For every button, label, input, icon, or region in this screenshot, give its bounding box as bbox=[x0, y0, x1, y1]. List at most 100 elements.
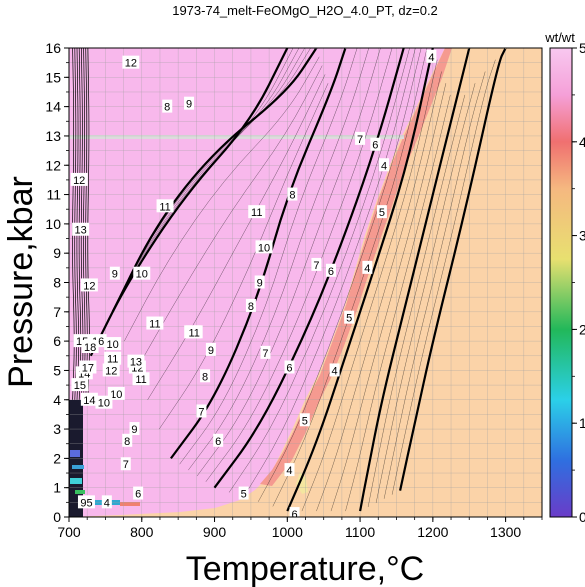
contour-label: 5 bbox=[241, 489, 247, 501]
contour-label-box bbox=[238, 486, 249, 500]
contour-label-box bbox=[109, 266, 120, 280]
x-axis-ticks: 700 800 900 1000 1100 1200 1300 bbox=[57, 517, 543, 540]
x-tick-label: 1100 bbox=[345, 524, 375, 540]
contour-label-box bbox=[426, 49, 437, 63]
y-tick-label: 13 bbox=[45, 128, 61, 144]
contour-label: 9 bbox=[257, 278, 263, 290]
x-tick-label: 1200 bbox=[417, 524, 448, 540]
contour-line-10 bbox=[89, 48, 289, 357]
contour-label-box bbox=[254, 275, 265, 289]
contour-label: 4 bbox=[332, 365, 338, 377]
contour-label: 10 bbox=[110, 389, 122, 401]
contour-label-box bbox=[284, 360, 295, 374]
thin-contour bbox=[179, 48, 358, 465]
contour-label: 8 bbox=[124, 436, 130, 448]
contour-label-box bbox=[370, 137, 381, 151]
y-tick-label: 2 bbox=[53, 450, 61, 466]
contour-label: 12 bbox=[105, 365, 117, 377]
y-axis-title: Pressure,kbar bbox=[2, 176, 40, 388]
contour-label: 11 bbox=[188, 327, 199, 339]
contour-label-box bbox=[120, 457, 131, 471]
contour-label: 8 bbox=[248, 301, 254, 313]
y-tick-label: 3 bbox=[53, 421, 61, 437]
contour-line-7 bbox=[213, 48, 405, 489]
thin-contour bbox=[205, 48, 393, 482]
contour-label-box bbox=[344, 310, 355, 324]
contour-label: 12 bbox=[73, 175, 85, 187]
contour-label: 9 bbox=[131, 424, 137, 436]
contour-line-5 bbox=[359, 48, 471, 512]
contour-label-box bbox=[284, 463, 295, 477]
contour-label-box bbox=[289, 507, 300, 517]
contour-label: 4 bbox=[364, 263, 370, 275]
contour-label-box bbox=[196, 404, 207, 418]
contour-label-box bbox=[133, 266, 151, 280]
thin-contour bbox=[330, 83, 447, 512]
x-axis-title: Temperature,°C bbox=[186, 550, 424, 587]
contour-label-box bbox=[71, 378, 89, 392]
y-tick-label: 1 bbox=[53, 480, 61, 496]
contour-label-box bbox=[156, 199, 174, 213]
thin-contour bbox=[345, 94, 451, 512]
y-tick-label: 0 bbox=[53, 509, 61, 525]
contour-label-box bbox=[72, 222, 90, 236]
colorbar: wt/wt 0 1 2 3 4 5 bbox=[544, 30, 585, 525]
contour-label-box bbox=[200, 369, 211, 383]
contour-label: 6 bbox=[372, 140, 378, 152]
contour-label: 15 bbox=[74, 380, 86, 392]
colorbar-label: wt/wt bbox=[544, 30, 575, 45]
contour-label-box bbox=[325, 263, 336, 277]
contour-label: 11 bbox=[149, 319, 160, 331]
chart-title: 1973-74_melt-FeOMgO_H2O_4.0_PT, dz=0.2 bbox=[172, 3, 438, 18]
contour-line-8 bbox=[170, 48, 347, 460]
y-tick-label: 15 bbox=[45, 69, 61, 85]
contour-label: 7 bbox=[313, 260, 319, 272]
thin-contour bbox=[72, 48, 75, 400]
colorbar-gradient bbox=[549, 47, 573, 518]
contour-label: 18 bbox=[84, 342, 96, 354]
contour-label-box bbox=[122, 433, 133, 447]
contour-label: 7 bbox=[198, 406, 204, 418]
contour-label-box bbox=[362, 260, 373, 274]
contour-label: 11 bbox=[251, 207, 262, 219]
x-tick-label: 1000 bbox=[272, 524, 303, 540]
contour-labels: 4444455556666667777788888999991010101010… bbox=[70, 49, 437, 517]
contour-label: 10 bbox=[136, 269, 148, 281]
contour-label: 9 bbox=[112, 269, 118, 281]
contour-label-box bbox=[79, 360, 97, 374]
contour-label: 6 bbox=[135, 489, 141, 501]
colorbar-tick-label: 3 bbox=[579, 228, 585, 244]
contour-label-box bbox=[146, 316, 164, 330]
x-tick-label: 700 bbox=[57, 524, 81, 540]
contour-label-box bbox=[311, 257, 322, 271]
contour-label: 7 bbox=[357, 134, 363, 146]
contour-label-box bbox=[80, 278, 98, 292]
contour-label: 5 bbox=[346, 313, 352, 325]
colorbar-tick-label: 5 bbox=[579, 40, 585, 56]
plot-area: 4444455556666667777788888999991010101010… bbox=[69, 48, 542, 517]
thin-contour bbox=[301, 59, 438, 512]
contour-label: 6 bbox=[328, 266, 334, 278]
contour-label: 4 bbox=[381, 160, 387, 172]
contour-label-box bbox=[81, 339, 99, 353]
contour-label: 17 bbox=[82, 363, 94, 375]
colorbar-tick-label: 2 bbox=[579, 321, 585, 337]
contour-line-6 bbox=[286, 48, 434, 512]
thin-contour bbox=[316, 71, 442, 512]
y-tick-label: 10 bbox=[45, 216, 61, 232]
contour-label: 12 bbox=[83, 280, 95, 292]
contour-label-box bbox=[205, 342, 216, 356]
contour-line-4 bbox=[399, 48, 507, 491]
solidus-pocket bbox=[296, 472, 308, 494]
y-tick-label: 7 bbox=[53, 304, 61, 320]
y-tick-label: 4 bbox=[53, 392, 61, 408]
contour-label-box bbox=[162, 99, 173, 113]
contour-label-box bbox=[287, 187, 298, 201]
y-tick-label: 6 bbox=[53, 333, 61, 349]
contour-label-box bbox=[80, 392, 98, 406]
thin-contour bbox=[135, 65, 323, 371]
contour-label: 13 bbox=[130, 357, 142, 369]
contour-label: 6 bbox=[286, 363, 292, 375]
